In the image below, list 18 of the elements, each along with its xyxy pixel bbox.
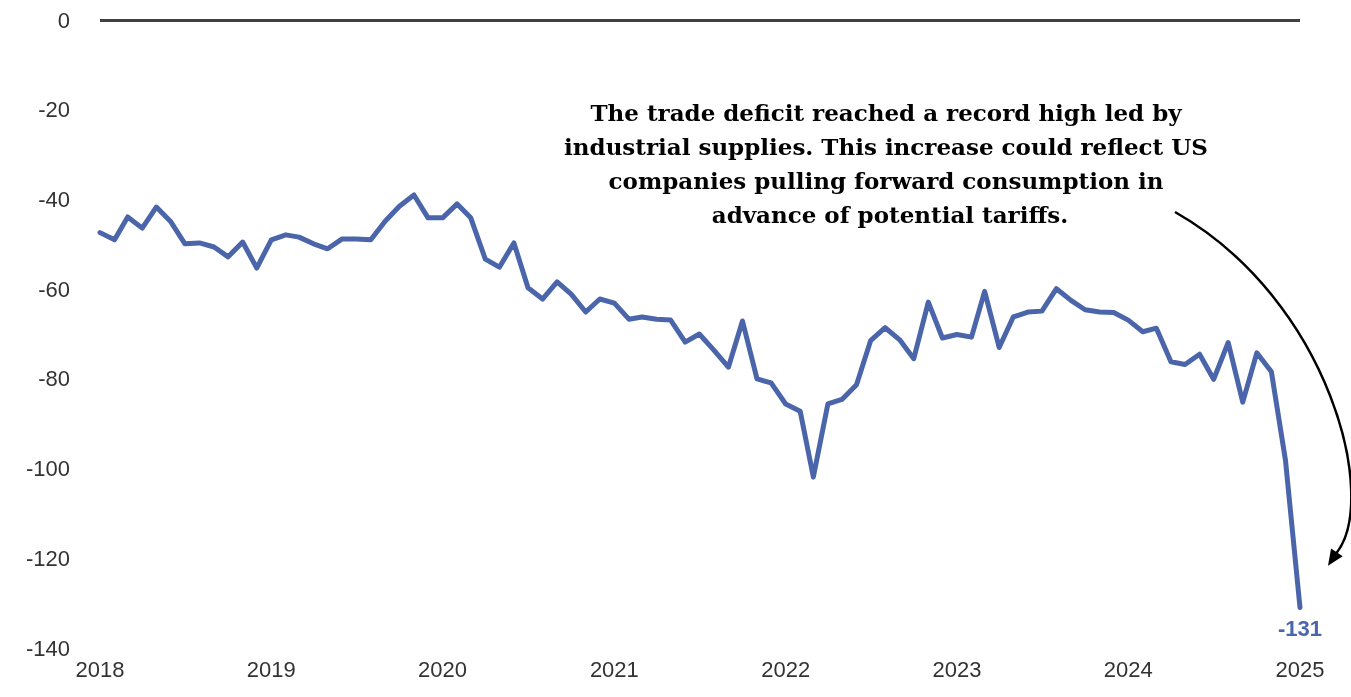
x-tick-label: 2022 (761, 656, 811, 682)
x-tick-label: 2020 (418, 656, 468, 682)
x-tick-label: 2019 (246, 656, 296, 682)
x-tick-label: 2021 (589, 656, 639, 682)
y-tick-label: -140 (25, 635, 70, 661)
y-tick-label: -40 (38, 186, 70, 212)
data-label: -131 (1277, 616, 1323, 642)
y-tick-label: -120 (25, 545, 70, 571)
y-tick-label: -100 (25, 456, 70, 482)
y-tick-label: -60 (38, 276, 70, 302)
x-tick-label: 2018 (75, 656, 125, 682)
y-tick-label: 0 (57, 7, 70, 33)
y-tick-label: -80 (38, 366, 70, 392)
y-tick-label: -20 (38, 97, 70, 123)
annotation: The trade deficit reached a record high led by industrial supplies. This increase could reflect US companies pulling forward consumption in advance of potential tariffs. (564, 98, 1216, 228)
x-tick-label: 2025 (1275, 656, 1325, 682)
x-tick-label: 2024 (1103, 656, 1153, 682)
x-tick-label: 2023 (932, 656, 982, 682)
